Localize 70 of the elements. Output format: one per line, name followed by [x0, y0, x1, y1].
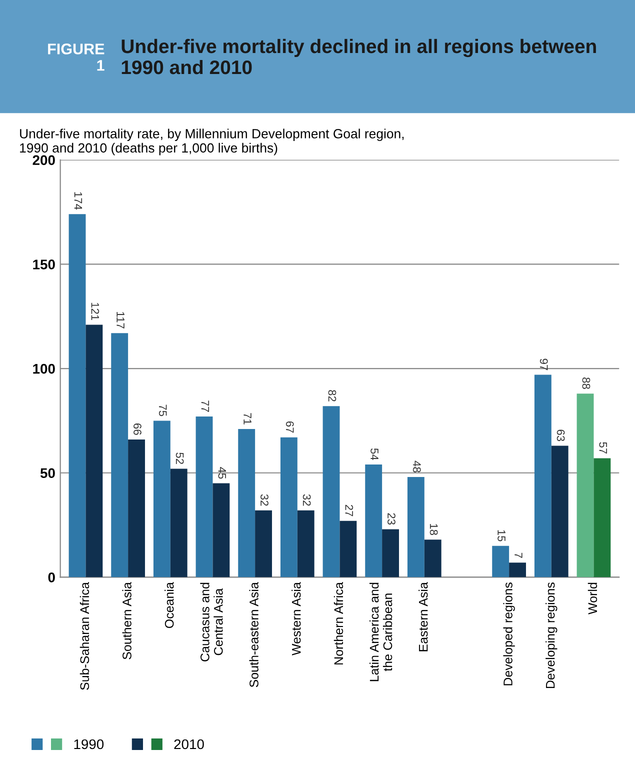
bar: [509, 562, 526, 578]
data-label: 45: [218, 467, 226, 479]
caption: FIGURE 1: [48, 44, 104, 71]
data-label: 52: [176, 452, 184, 464]
y-tick-label: 0: [48, 572, 55, 582]
x-tick-label: Sub-Saharan Africa: [80, 582, 90, 690]
bar: [111, 333, 128, 578]
bar: [86, 324, 103, 578]
data-label: 32: [302, 494, 311, 506]
data-label: 67: [286, 421, 294, 433]
y-tick-label: 50: [40, 468, 55, 478]
data-label: 63: [556, 430, 565, 442]
bar: [255, 510, 272, 578]
data-label: 48: [412, 460, 421, 472]
data-label: 57: [599, 442, 607, 454]
data-label: 97: [540, 358, 548, 370]
bar: [170, 468, 188, 578]
legend-label: 1990: [74, 739, 104, 750]
bar: [534, 374, 552, 578]
bar: [551, 446, 568, 578]
x-tick-label: Caucasus and Central Asia: [200, 582, 223, 662]
data-label: 77: [201, 400, 210, 412]
data-label: 7: [514, 552, 522, 558]
data-label: 18: [430, 524, 438, 535]
x-tick-label: Latin America and the Caribbean: [370, 582, 392, 682]
data-label: 88: [582, 378, 590, 389]
bar: [212, 483, 230, 578]
x-tick-label: Northern Africa: [334, 582, 344, 664]
x-tick-label: South-eastern Asia: [249, 582, 258, 688]
bar: [196, 416, 213, 578]
chart-title: Under-five mortality declined in all regions between 1990 and 2010: [122, 38, 596, 74]
legend-label: 2010: [174, 739, 204, 750]
data-label: 66: [134, 424, 142, 435]
data-label: 82: [328, 390, 336, 402]
bar: [382, 529, 399, 578]
x-tick-label: Southern Asia: [122, 582, 132, 660]
bar: [280, 437, 298, 578]
data-label: 174: [74, 192, 82, 210]
data-label: 15: [498, 530, 506, 542]
bar: [68, 214, 86, 578]
data-label: 75: [158, 404, 167, 416]
data-label: 32: [260, 494, 268, 506]
x-tick-label: Oceania: [164, 582, 174, 628]
data-label: 54: [370, 448, 378, 460]
bar: [297, 510, 314, 578]
data-label: 71: [244, 413, 252, 424]
bar: [153, 420, 170, 578]
data-label: 27: [345, 504, 354, 516]
x-tick-label: Eastern Asia: [418, 582, 428, 652]
bar: [576, 394, 594, 578]
bar: [322, 406, 340, 578]
data-label: 117: [116, 312, 124, 328]
x-tick-label: Developed regions: [503, 582, 515, 686]
bar: [128, 439, 145, 578]
bar: [424, 540, 442, 578]
x-tick-label: World: [588, 582, 598, 614]
bar: [492, 546, 510, 578]
bar: [594, 458, 611, 578]
bar: [340, 520, 357, 578]
y-tick-label: 200: [32, 155, 55, 166]
bar: [365, 464, 382, 578]
chart-subtitle: Under-five mortality rate, by Millennium Development Goal region, 1990 and 2010 (deaths per 1,000 live births): [20, 128, 404, 156]
y-tick-label: 100: [33, 364, 55, 374]
y-tick-label: 150: [33, 260, 55, 270]
data-label: 121: [91, 302, 100, 320]
data-label: 23: [388, 513, 396, 525]
x-tick-label: Western Asia: [292, 582, 301, 656]
x-tick-label: Developing regions: [546, 582, 558, 688]
bar: [407, 477, 424, 578]
bar: [238, 429, 256, 578]
